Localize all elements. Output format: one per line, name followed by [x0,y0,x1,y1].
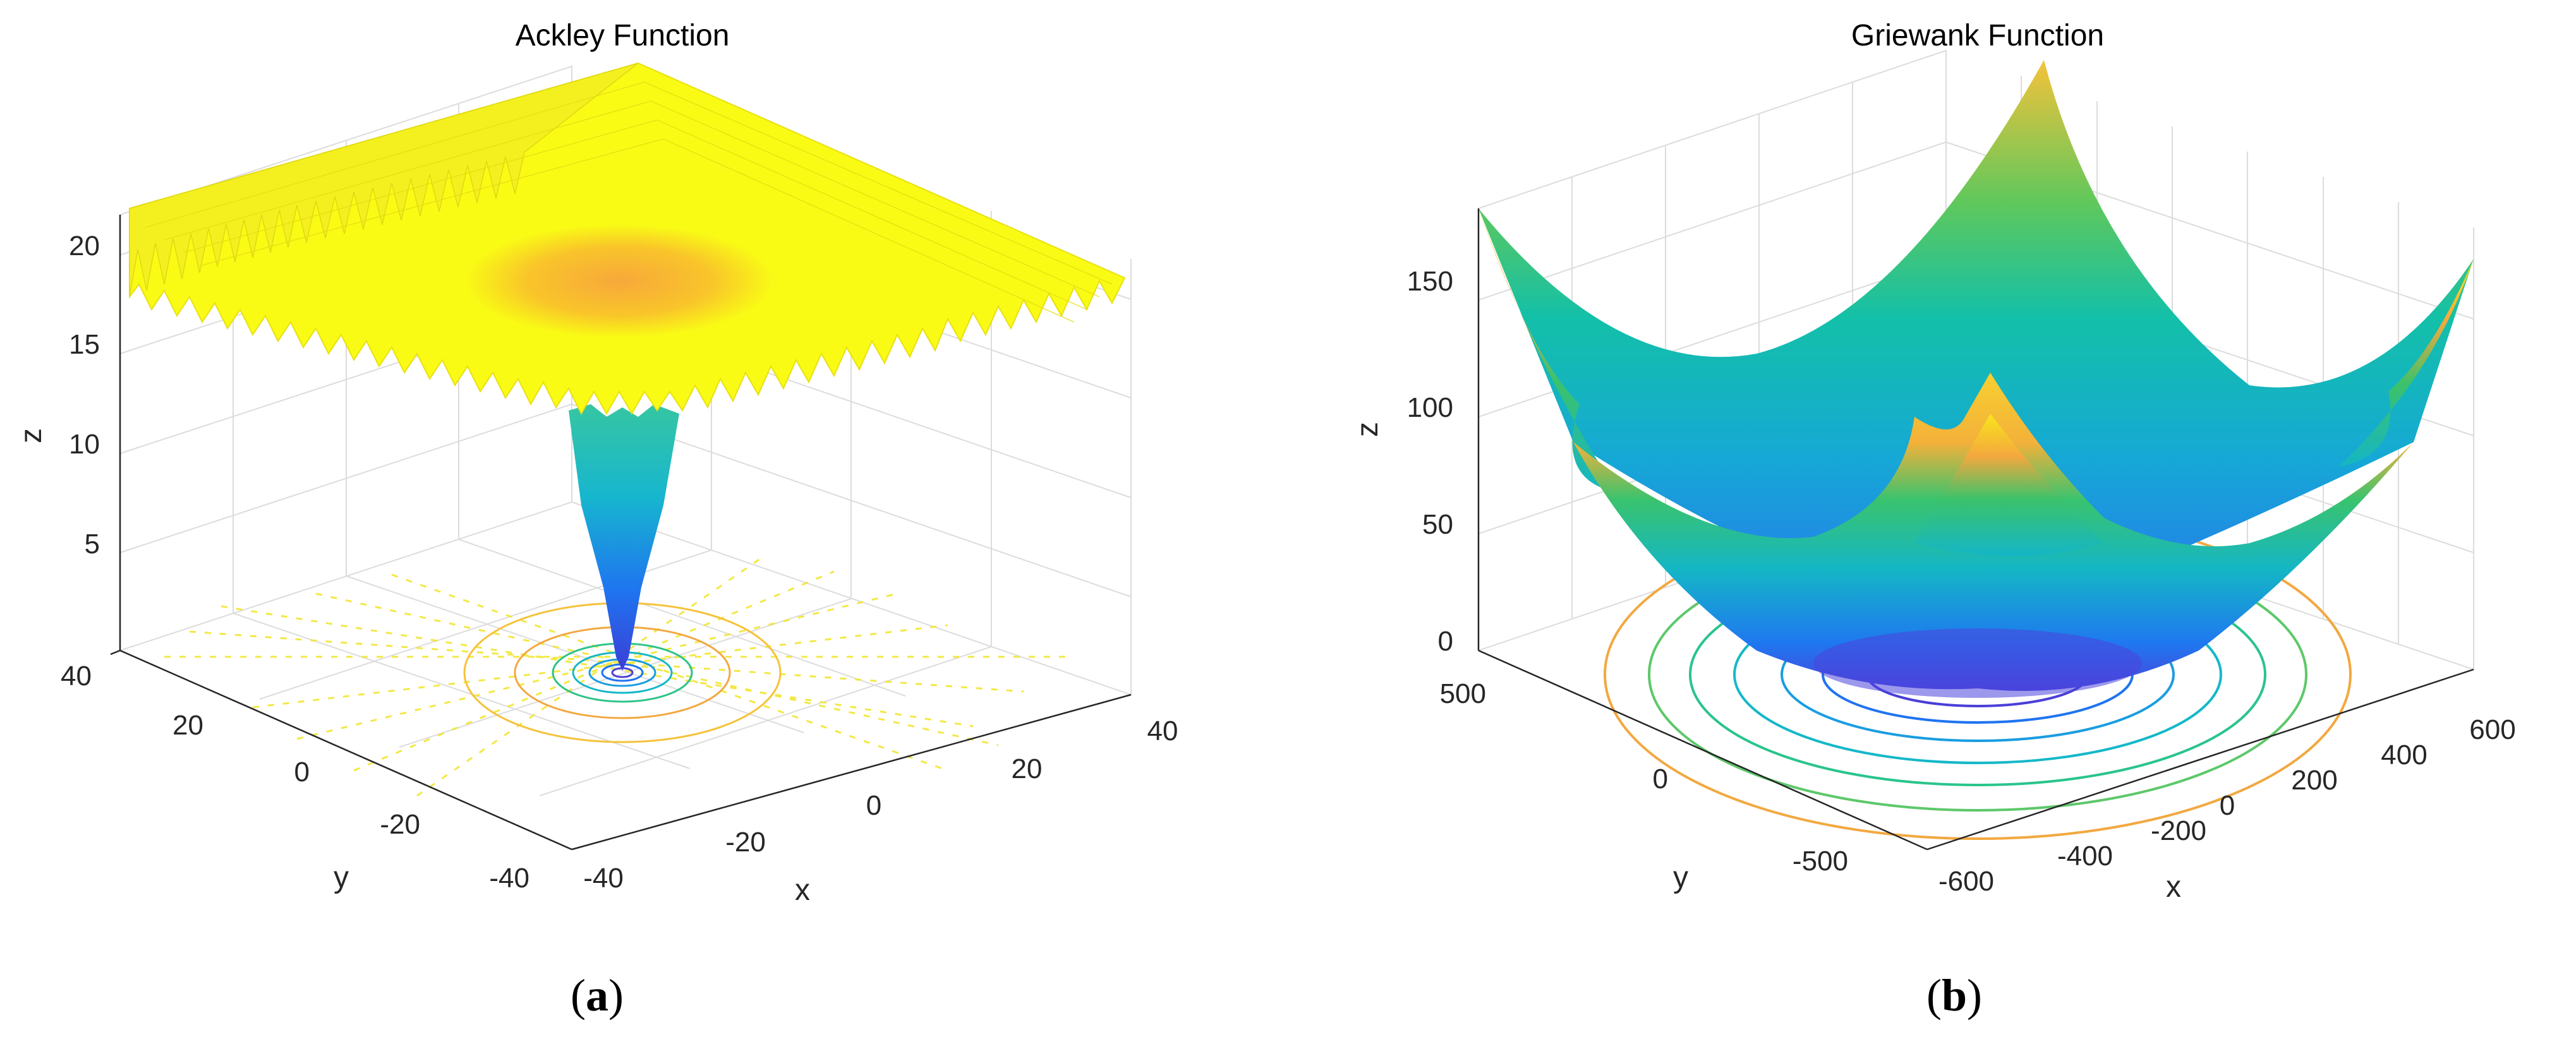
z-axis-label: z [1351,422,1384,437]
y-tick-label: 0 [294,757,310,788]
z-tick-label: 5 [85,529,100,560]
y-tick-label: 500 [1440,678,1486,709]
panel-griewank: Griewank Function [1351,19,2516,1021]
y-tick-label: 20 [172,710,203,741]
z-axis-label: z [15,428,48,443]
z-tick-label: 150 [1407,266,1453,297]
z-tick-label: 50 [1422,509,1453,540]
x-tick-label: -20 [725,827,766,858]
y-ticks: 40 20 0 -20 -40 [61,661,529,894]
contour-projection [164,554,1074,797]
x-tick-label: -600 [1938,866,1994,897]
z-tick-label: 15 [69,329,100,360]
z-tick-label: 100 [1407,392,1453,423]
y-tick-label: -20 [380,809,420,840]
griewank-front-peak [1914,414,2104,556]
z-tick-label: 10 [69,429,100,460]
z-ticks: 0 50 100 150 [1407,266,1453,657]
y-tick-label: 0 [1653,764,1668,794]
y-axis-label: y [1673,861,1688,894]
x-axis-label: x [2166,870,2181,904]
axes [1477,208,2474,851]
x-tick-label: 200 [2291,765,2337,796]
z-tick-label: 20 [69,231,100,261]
y-tick-label: -500 [1793,846,1848,877]
chart-title: Ackley Function [516,19,730,52]
y-axis-label: y [334,861,349,894]
griewank-bottom [1813,628,2142,698]
x-tick-label: 0 [866,790,881,821]
x-tick-label: 20 [1012,753,1043,784]
y-tick-label: 40 [61,661,92,692]
griewank-back-surface [1478,60,2474,632]
x-tick-label: 0 [2220,790,2235,821]
panel-ackley: Ackley Function [15,19,1178,1021]
x-tick-label: -40 [583,863,624,894]
x-tick-label: 600 [2469,714,2515,745]
x-tick-label: 40 [1147,716,1178,746]
axes [110,215,1132,851]
z-tick-label: 0 [1438,626,1453,657]
y-ticks: 500 0 -500 [1440,678,1848,877]
y-tick-label: -40 [489,863,529,894]
chart-title: Griewank Function [1851,19,2104,52]
x-axis-label: x [795,873,810,907]
ackley-funnel [569,404,679,671]
x-tick-label: -400 [2057,841,2113,872]
x-ticks: -600 -400 -200 0 200 400 600 [1938,714,2516,897]
x-tick-label: -200 [2151,815,2206,846]
ackley-dip [464,224,774,338]
x-tick-label: 400 [2381,740,2427,770]
caption-a: (a) [571,970,624,1021]
z-ticks: 5 10 15 20 [69,231,100,560]
x-ticks: -40 -20 0 20 40 [583,716,1178,894]
caption-b: (b) [1926,970,1982,1021]
